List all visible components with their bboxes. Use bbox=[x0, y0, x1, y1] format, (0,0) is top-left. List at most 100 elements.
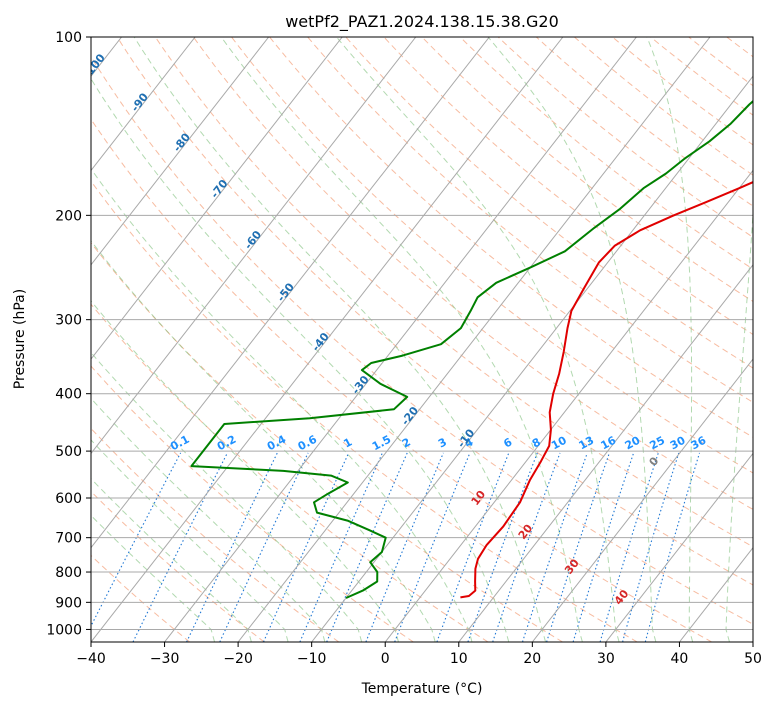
dry-adiabat-line bbox=[91, 180, 638, 642]
x-tick-label: −30 bbox=[150, 651, 180, 667]
mixing-ratio-label: 0.1 bbox=[168, 433, 191, 454]
mixing-ratio-line bbox=[572, 452, 635, 642]
mixing-ratio-line bbox=[132, 452, 228, 642]
moist-adiabat-line bbox=[91, 167, 473, 642]
dewpoint-profile-line bbox=[190, 99, 753, 599]
isotherm-line bbox=[605, 452, 753, 642]
data-series bbox=[190, 99, 753, 599]
mixing-ratio-line bbox=[436, 452, 510, 642]
mixing-ratio-label: 10 bbox=[549, 434, 569, 453]
moist-adiabat-line bbox=[91, 397, 326, 642]
mixing-ratio-label: 0.2 bbox=[215, 433, 238, 454]
mixing-ratio-line bbox=[219, 452, 309, 642]
dry-adiabat-label: -60 bbox=[242, 228, 265, 252]
x-tick-label: −40 bbox=[76, 651, 106, 667]
mixing-ratio-line bbox=[599, 452, 659, 642]
mixing-ratio-label: 0.6 bbox=[296, 433, 320, 454]
dry-adiabat-line bbox=[497, 37, 753, 238]
mixing-ratio-label: 13 bbox=[577, 434, 597, 453]
dry-adiabat-line bbox=[91, 118, 713, 642]
isotherm-line bbox=[458, 263, 753, 642]
y-tick-label: 1000 bbox=[46, 622, 82, 638]
x-tick-label: 0 bbox=[381, 651, 390, 667]
dry-adiabat-line bbox=[307, 37, 753, 403]
dry-adiabat-label: -90 bbox=[129, 90, 152, 114]
x-axis-label: Temperature (°C) bbox=[361, 681, 483, 697]
dry-adiabat-label: 40 bbox=[612, 587, 632, 607]
isotherm-line bbox=[237, 37, 711, 642]
mixing-ratio-line bbox=[186, 452, 278, 642]
dry-adiabat-line bbox=[269, 37, 753, 438]
mixing-ratio-label: 3 bbox=[436, 435, 449, 450]
dry-adiabat-label: 0 bbox=[646, 454, 661, 468]
dry-adiabat-line bbox=[91, 55, 753, 625]
dry-adiabat-label: 20 bbox=[516, 522, 536, 542]
y-tick-label: 900 bbox=[55, 595, 82, 611]
isotherm-line bbox=[91, 37, 490, 549]
dry-adiabat-line bbox=[154, 37, 753, 548]
mixing-ratio-line bbox=[546, 452, 610, 642]
mixing-ratio-label: 2 bbox=[400, 435, 413, 450]
dry-adiabat-label: -50 bbox=[275, 280, 298, 304]
dry-adiabat-line bbox=[612, 37, 753, 146]
dry-adiabat-line bbox=[91, 241, 563, 642]
background-lines bbox=[91, 37, 775, 642]
dry-adiabat-label: -20 bbox=[399, 404, 422, 428]
dry-adiabat-line bbox=[535, 37, 753, 207]
dry-adiabat-line bbox=[192, 37, 753, 510]
x-tick-label: 20 bbox=[523, 651, 541, 667]
isotherm-line bbox=[91, 37, 417, 455]
x-tick-label: 40 bbox=[670, 651, 688, 667]
dry-adiabat-label: -80 bbox=[171, 130, 194, 154]
mixing-ratio-label: 30 bbox=[668, 434, 688, 453]
moist-adiabat-line bbox=[91, 351, 363, 642]
mixing-ratio-label: 6 bbox=[501, 435, 514, 450]
y-tick-label: 500 bbox=[55, 444, 82, 460]
y-tick-label: 100 bbox=[55, 30, 82, 46]
chart-title: wetPf2_PAZ1.2024.138.15.38.G20 bbox=[285, 12, 559, 32]
mixing-ratio-line bbox=[644, 452, 701, 642]
moist-adiabat-line bbox=[91, 439, 289, 642]
isotherm-line bbox=[91, 37, 270, 266]
moist-adiabat-line bbox=[91, 478, 252, 642]
dry-adiabat-line bbox=[345, 37, 753, 369]
mixing-ratio-line bbox=[467, 452, 538, 642]
mixing-ratio-label: 1 bbox=[341, 435, 354, 450]
mixing-ratio-line bbox=[326, 452, 408, 642]
dry-adiabat-label: -70 bbox=[208, 177, 231, 201]
isotherm-line bbox=[91, 37, 343, 360]
x-tick-label: −20 bbox=[223, 651, 253, 667]
dry-adiabat-line bbox=[231, 37, 753, 474]
mixing-ratio-line bbox=[365, 452, 444, 642]
isotherm-line bbox=[164, 37, 637, 642]
moist-adiabat-line bbox=[336, 37, 620, 642]
x-tick-label: −10 bbox=[297, 651, 327, 667]
isotherm-line bbox=[311, 75, 753, 642]
mixing-ratio-label: 20 bbox=[623, 434, 643, 453]
dry-adiabat-line bbox=[421, 37, 753, 303]
dry-adiabat-line bbox=[91, 365, 414, 642]
moist-adiabat-line bbox=[220, 37, 583, 642]
dry-adiabat-line bbox=[116, 37, 753, 586]
moist-adiabat-line bbox=[91, 300, 399, 642]
mixing-ratio-label: 1.5 bbox=[370, 433, 393, 454]
isotherm-line bbox=[91, 37, 196, 172]
y-tick-label: 300 bbox=[55, 313, 82, 329]
isotherm-line bbox=[752, 641, 753, 642]
plot-frame bbox=[90, 36, 754, 643]
mixing-ratio-label: 25 bbox=[647, 434, 667, 453]
mixing-ratio-line bbox=[91, 452, 182, 628]
moist-adiabat-line bbox=[91, 77, 510, 642]
mixing-ratio-line bbox=[492, 452, 561, 642]
y-axis-label: Pressure (hPa) bbox=[12, 289, 28, 389]
mixing-ratio-line bbox=[521, 452, 588, 642]
x-tick-label: 10 bbox=[450, 651, 468, 667]
y-tick-label: 200 bbox=[55, 208, 82, 224]
moist-adiabat-line bbox=[133, 37, 547, 642]
dry-adiabat-line bbox=[91, 490, 265, 642]
dry-adiabat-line bbox=[765, 37, 775, 642]
mixing-ratio-line bbox=[394, 452, 471, 642]
dry-adiabat-line bbox=[726, 37, 753, 58]
moist-adiabat-line bbox=[725, 207, 753, 642]
